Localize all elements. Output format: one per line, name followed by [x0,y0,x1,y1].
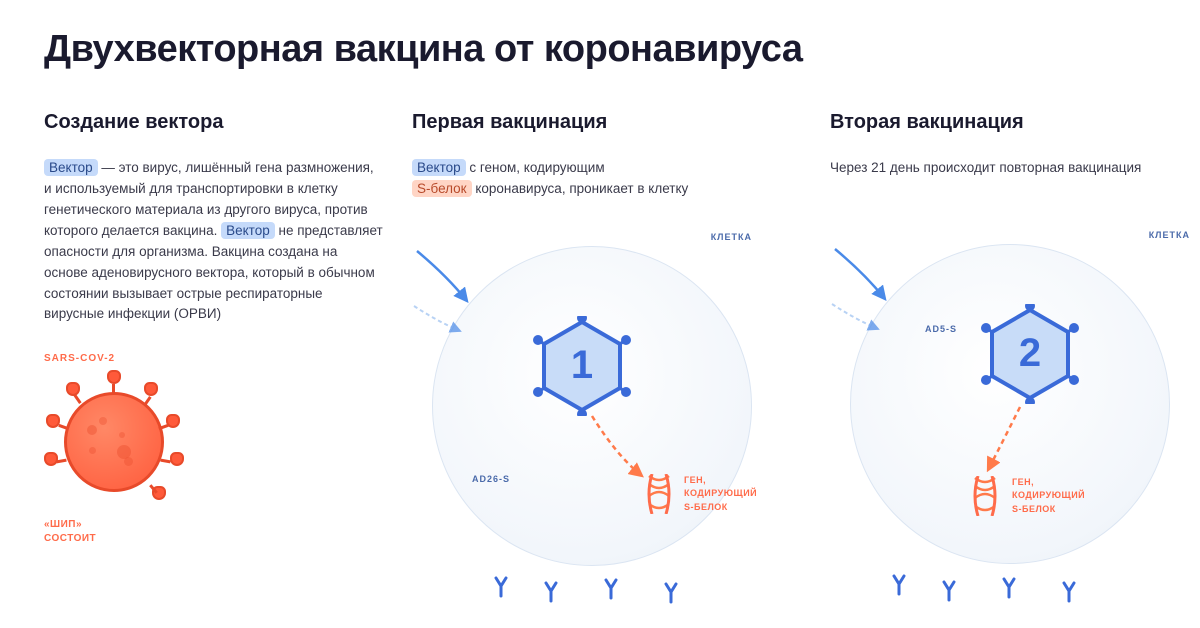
antibody-icon [662,582,680,604]
virus-number-1: 1 [532,316,632,416]
highlight-vector-1: Вектор [44,159,98,176]
rna-icon [644,474,674,514]
gene-label-2: ГЕН, КОДИРУЮЩИЙ S-БЕЛОК [1012,476,1085,517]
entry-arrow-icon [830,244,910,364]
column-first-vaccination: Первая вакцинация Вектор с геном, кодиру… [412,111,802,566]
cell-diagram-1: КЛЕТКА 1 AD [412,196,782,566]
gene-label-1: ГЕН, КОДИРУЮЩИЙ S-БЕЛОК [684,474,757,515]
highlight-s-protein: S-белок [412,180,472,197]
cell-label-2: КЛЕТКА [1149,230,1190,240]
highlight-vector-2: Вектор [221,222,275,239]
antibody-icon [1060,581,1078,603]
adenovirus-hex-2: 2 [980,304,1080,404]
ship-label: «ШИП» СОСТОИТ [44,518,384,546]
virus-number-2: 2 [980,304,1080,404]
col2-text-1: с геном, кодирующим [466,160,605,175]
ad5-label: AD5-S [925,324,957,334]
column-vector-creation: Создание вектора Вектор — это вирус, лиш… [44,111,384,566]
antibody-icon [602,578,620,600]
col2-title: Первая вакцинация [412,111,802,134]
columns-container: Создание вектора Вектор — это вирус, лиш… [0,71,1200,566]
cell-diagram-2: КЛЕТКА 2 AD5-S [830,194,1200,564]
antibody-icon [1000,577,1018,599]
highlight-vector-3: Вектор [412,159,466,176]
col2-text-2: коронавируса, проникает в клетку [472,181,689,196]
col3-description: Через 21 день происходит повторная вакци… [830,158,1200,179]
antibody-icon [492,576,510,598]
column-second-vaccination: Вторая вакцинация Через 21 день происход… [830,111,1200,566]
sars-label: SARS-COV-2 [44,353,384,364]
rna-icon [970,476,1000,516]
cell-label-1: КЛЕТКА [711,232,752,242]
main-title: Двухвекторная вакцина от коронавируса [0,0,1200,71]
sars-virus-icon [44,372,184,512]
entry-arrow-icon [412,246,492,366]
col1-description: Вектор — это вирус, лишённый гена размно… [44,158,384,325]
ad26-label: AD26-S [472,474,510,484]
col3-title: Вторая вакцинация [830,111,1200,134]
col1-title: Создание вектора [44,111,384,134]
adenovirus-hex-1: 1 [532,316,632,416]
antibody-icon [542,581,560,603]
col2-description: Вектор с геном, кодирующим S-белок корон… [412,158,802,200]
antibody-icon [890,574,908,596]
antibody-icon [940,580,958,602]
